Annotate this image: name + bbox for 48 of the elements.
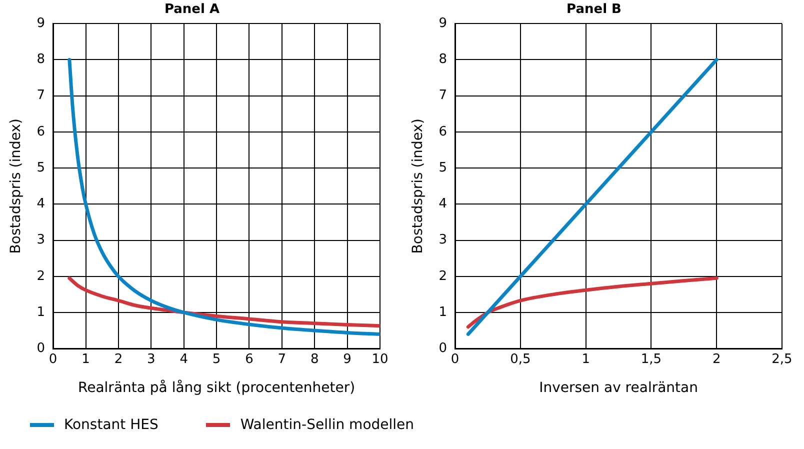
y-tick-label: 2 bbox=[438, 268, 448, 284]
y-tick-label: 9 bbox=[36, 16, 46, 31]
x-tick-label: 10 bbox=[372, 352, 388, 367]
line-series bbox=[466, 276, 718, 329]
y-tick-label: 9 bbox=[438, 16, 448, 31]
y-tick-label: 3 bbox=[36, 232, 46, 248]
y-tick-label: 7 bbox=[438, 88, 448, 104]
x-tick-label: 2,5 bbox=[772, 352, 792, 367]
x-tick-label: 2 bbox=[114, 352, 123, 367]
legend-label: Konstant HES bbox=[64, 417, 158, 433]
y-tick-label: 0 bbox=[36, 340, 46, 356]
y-tick-label: 4 bbox=[438, 196, 448, 212]
y-axis-title: Bostadspris (index) bbox=[410, 118, 426, 254]
chart-title: Panel B bbox=[566, 2, 622, 18]
y-tick-label: 6 bbox=[36, 124, 46, 140]
x-tick-label: 2 bbox=[712, 352, 721, 367]
y-tick-label: 7 bbox=[36, 88, 46, 104]
x-tick-label: 0 bbox=[450, 352, 460, 367]
x-tick-label: 5 bbox=[212, 352, 221, 367]
line-series bbox=[68, 58, 380, 336]
y-tick-label: 5 bbox=[36, 160, 46, 176]
y-tick-label: 2 bbox=[36, 268, 46, 284]
y-tick-label: 8 bbox=[36, 52, 46, 68]
line-series bbox=[68, 276, 380, 328]
x-tick-label: 9 bbox=[343, 352, 352, 367]
x-tick-label: 3 bbox=[147, 352, 156, 367]
legend-label: Walentin-Sellin modellen bbox=[240, 417, 414, 433]
x-tick-label: 1 bbox=[82, 352, 90, 367]
x-tick-label: 6 bbox=[245, 352, 254, 367]
y-tick-label: 1 bbox=[438, 304, 448, 320]
x-tick-label: 8 bbox=[310, 352, 319, 367]
x-tick-label: 1,5 bbox=[640, 352, 662, 367]
y-tick-label: 6 bbox=[438, 124, 448, 140]
y-tick-label: 3 bbox=[438, 232, 448, 248]
x-tick-label: 1 bbox=[582, 352, 590, 367]
y-tick-label: 0 bbox=[438, 340, 448, 356]
chart-title: Panel A bbox=[164, 2, 220, 18]
x-axis-title: Realränta på lång sikt (procentenheter) bbox=[78, 379, 356, 396]
y-axis-title: Bostadspris (index) bbox=[8, 118, 24, 254]
y-tick-label: 4 bbox=[36, 196, 46, 212]
x-tick-label: 4 bbox=[180, 352, 188, 367]
x-tick-label: 0 bbox=[48, 352, 58, 367]
y-tick-label: 1 bbox=[36, 304, 46, 320]
x-axis-title: Inversen av realräntan bbox=[539, 380, 698, 396]
x-tick-label: 7 bbox=[278, 352, 286, 367]
y-tick-label: 8 bbox=[438, 52, 448, 68]
x-tick-label: 0,5 bbox=[510, 352, 531, 367]
y-tick-label: 5 bbox=[438, 160, 448, 176]
